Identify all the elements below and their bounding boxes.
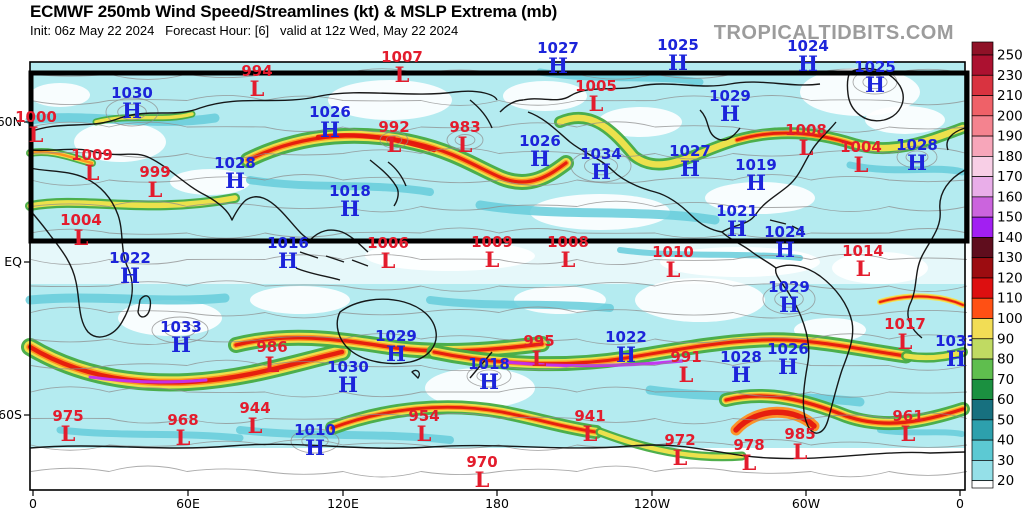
pressure-letter: H xyxy=(720,101,740,126)
pressure-letter: H xyxy=(278,248,298,273)
pressure-letter: L xyxy=(395,62,410,87)
colorbar-tick-label: 40 xyxy=(997,433,1014,449)
pressure-letter: L xyxy=(679,362,694,387)
pressure-letter: L xyxy=(799,135,814,160)
pressure-letter: H xyxy=(548,53,568,78)
map-subtitle: Init: 06z May 22 2024 Forecast Hour: [6]… xyxy=(30,23,557,38)
watermark: TROPICALTIDBITS.COM xyxy=(714,22,954,45)
pressure-letter: H xyxy=(120,263,140,288)
pressure-letter: H xyxy=(338,372,358,397)
pressure-letter: L xyxy=(265,352,280,377)
colorbar-tick-label: 60 xyxy=(997,392,1014,408)
pressure-letter: H xyxy=(386,341,406,366)
lon-tick-label: 60E xyxy=(176,496,200,511)
colorbar-tick-label: 180 xyxy=(997,149,1023,165)
pressure-letter: L xyxy=(589,91,604,116)
colorbar-tick-label: 190 xyxy=(997,129,1023,145)
colorbar-tick-label: 120 xyxy=(997,270,1023,286)
pressure-letter: L xyxy=(148,177,163,202)
pressure-letter: H xyxy=(727,216,747,241)
pressure-letter: H xyxy=(320,117,340,142)
lat-tick-label: EQ xyxy=(4,254,22,269)
colorbar-tick-label: 50 xyxy=(997,412,1014,428)
pressure-letter: L xyxy=(561,247,576,272)
pressure-letter: H xyxy=(907,150,927,175)
pressure-letter: L xyxy=(250,76,265,101)
pressure-letter: L xyxy=(61,421,76,446)
pressure-letter: H xyxy=(946,346,966,371)
pressure-letter: H xyxy=(668,50,688,75)
colorbar-tick-label: 210 xyxy=(997,88,1023,104)
pressure-letter: L xyxy=(532,346,547,371)
colorbar-tick-label: 30 xyxy=(997,453,1014,469)
pressure-letter: H xyxy=(798,51,818,76)
pressure-letter: H xyxy=(779,292,799,317)
weather-map: 060E120E180120W60W060NEQ60S 1007L1027H10… xyxy=(0,0,1024,512)
lat-tick-label: 60S xyxy=(0,407,22,422)
pressure-letter: L xyxy=(417,421,432,446)
pressure-letter: L xyxy=(673,445,688,470)
pressure-letter: L xyxy=(85,160,100,185)
pressure-letter: L xyxy=(458,132,473,157)
colorbar-tick-label: 100 xyxy=(997,311,1023,327)
pressure-letter: H xyxy=(171,332,191,357)
pressure-letter: L xyxy=(898,329,913,354)
colorbar-tick-label: 170 xyxy=(997,169,1023,185)
pressure-letter: L xyxy=(74,225,89,250)
header: ECMWF 250mb Wind Speed/Streamlines (kt) … xyxy=(30,2,557,38)
colorbar-tick-label: 150 xyxy=(997,210,1023,226)
pressure-letter: L xyxy=(854,152,869,177)
pressure-letter: H xyxy=(616,342,636,367)
pressure-letter: L xyxy=(901,421,916,446)
pressure-letter: H xyxy=(479,369,499,394)
pressure-letter: L xyxy=(856,256,871,281)
pressure-letter: H xyxy=(305,435,325,460)
pressure-letter: L xyxy=(29,122,44,147)
colorbar-tick-label: 110 xyxy=(997,291,1023,307)
pressure-letter: H xyxy=(865,72,885,97)
lon-tick-label: 60W xyxy=(792,496,820,511)
map-title: ECMWF 250mb Wind Speed/Streamlines (kt) … xyxy=(30,2,557,22)
pressure-letter: H xyxy=(778,354,798,379)
pressure-letter: H xyxy=(225,168,245,193)
pressure-letter: L xyxy=(248,413,263,438)
colorbar-tick-label: 250 xyxy=(997,48,1023,64)
lon-tick-label: 120W xyxy=(634,496,670,511)
colorbar-tick-label: 70 xyxy=(997,372,1014,388)
pressure-letter: H xyxy=(591,159,611,184)
pressure-letter: L xyxy=(176,425,191,450)
colorbar-tick-label: 20 xyxy=(997,473,1014,489)
pressure-letter: H xyxy=(775,237,795,262)
colorbar-tick-label: 130 xyxy=(997,250,1023,266)
pressure-letter: H xyxy=(340,196,360,221)
pressure-letter: L xyxy=(485,247,500,272)
pressure-letter: L xyxy=(381,248,396,273)
pressure-letter: L xyxy=(666,257,681,282)
pressure-letter: H xyxy=(680,156,700,181)
colorbar-tick-label: 90 xyxy=(997,331,1014,347)
colorbar-tick-label: 140 xyxy=(997,230,1023,246)
pressure-letter: H xyxy=(746,170,766,195)
pressure-letter: H xyxy=(122,98,142,123)
colorbar-tick-label: 80 xyxy=(997,352,1014,368)
pressure-letter: L xyxy=(742,450,757,475)
colorbar-tick-label: 230 xyxy=(997,68,1023,84)
lon-tick-label: 0 xyxy=(29,496,37,511)
colorbar-tick-label: 200 xyxy=(997,108,1023,124)
lon-tick-label: 180 xyxy=(485,496,509,511)
colorbar-tick-label: 160 xyxy=(997,189,1023,205)
pressure-letter: L xyxy=(793,439,808,464)
pressure-letter: H xyxy=(530,146,550,171)
pressure-letter: L xyxy=(475,467,490,492)
pressure-letter: L xyxy=(583,421,598,446)
colorbar: 250 230 210 200 190 180 170 160 150 140 130 120 110 1… xyxy=(972,42,1023,489)
lon-tick-label: 0 xyxy=(956,496,964,511)
pressure-letter: H xyxy=(731,362,751,387)
pressure-letter: L xyxy=(387,132,402,157)
lon-tick-label: 120E xyxy=(327,496,359,511)
